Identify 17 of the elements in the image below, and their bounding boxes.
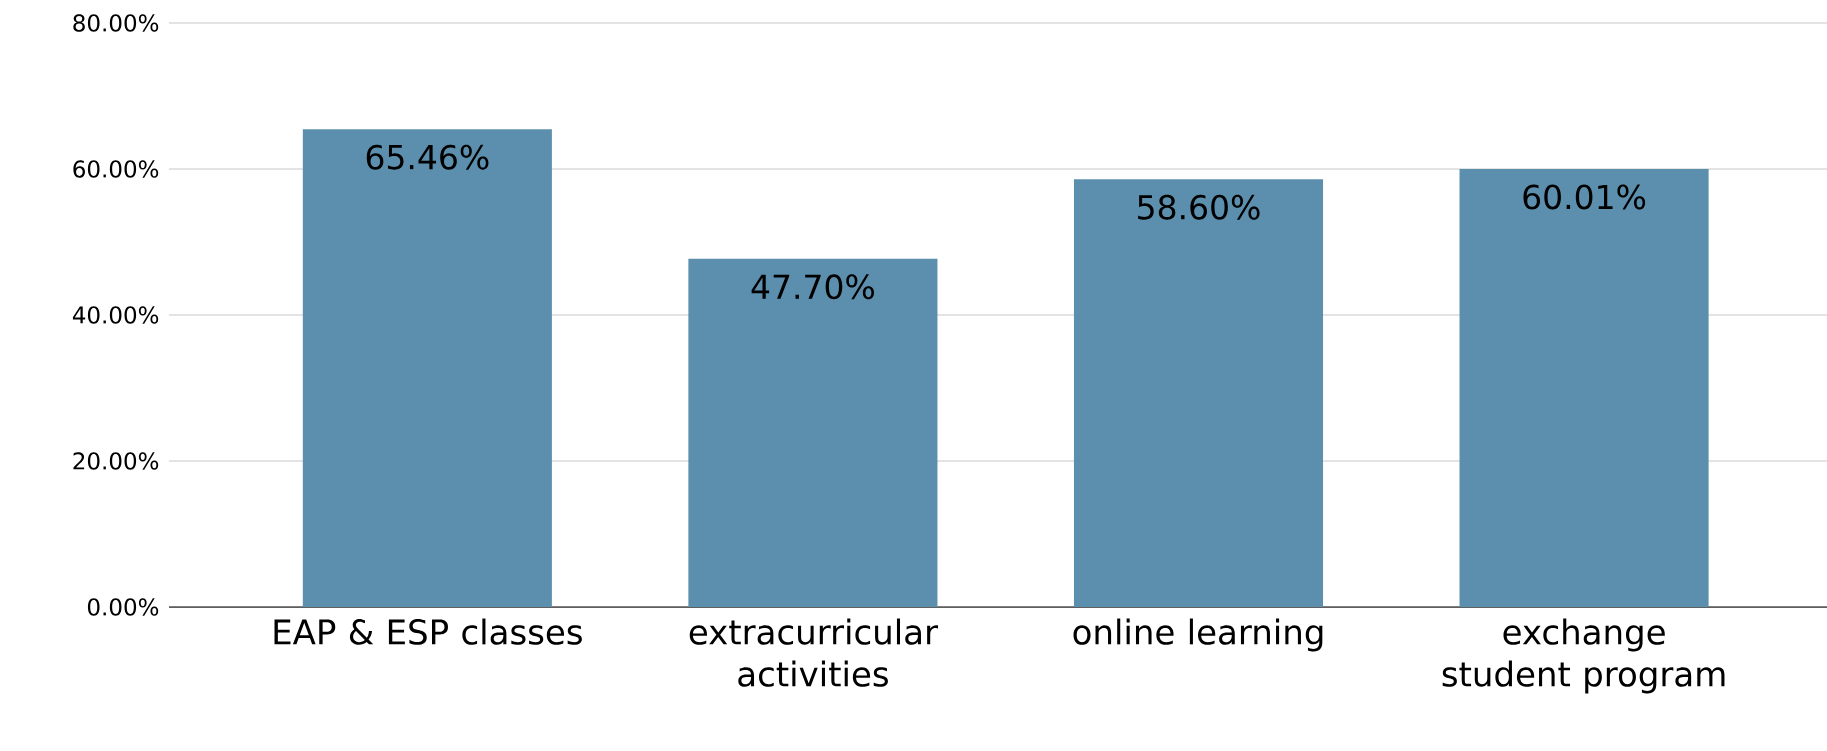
x-tick-label: extracurricular activities — [689, 618, 939, 687]
x-tick-label: EAP & ESP classes — [274, 618, 582, 645]
bar — [1073, 179, 1324, 607]
x-tick-label: online learning — [1073, 618, 1323, 652]
bar — [1459, 168, 1709, 607]
y-tick-label: 40.00% — [72, 306, 159, 324]
data-label: 65.46% — [366, 144, 489, 170]
data-label: 60.01% — [1523, 184, 1646, 210]
data-label: 58.60% — [1138, 194, 1260, 220]
bar — [688, 258, 938, 607]
y-tick-label: 60.00% — [73, 160, 159, 178]
y-tick-label: 0.00% — [87, 598, 159, 616]
y-tick-label: 20.00% — [73, 452, 159, 470]
bar — [302, 129, 552, 607]
x-tick-label: exchange student program — [1442, 618, 1725, 694]
data-label: 47.70% — [751, 274, 874, 300]
y-tick-label: 80.00% — [73, 14, 159, 32]
